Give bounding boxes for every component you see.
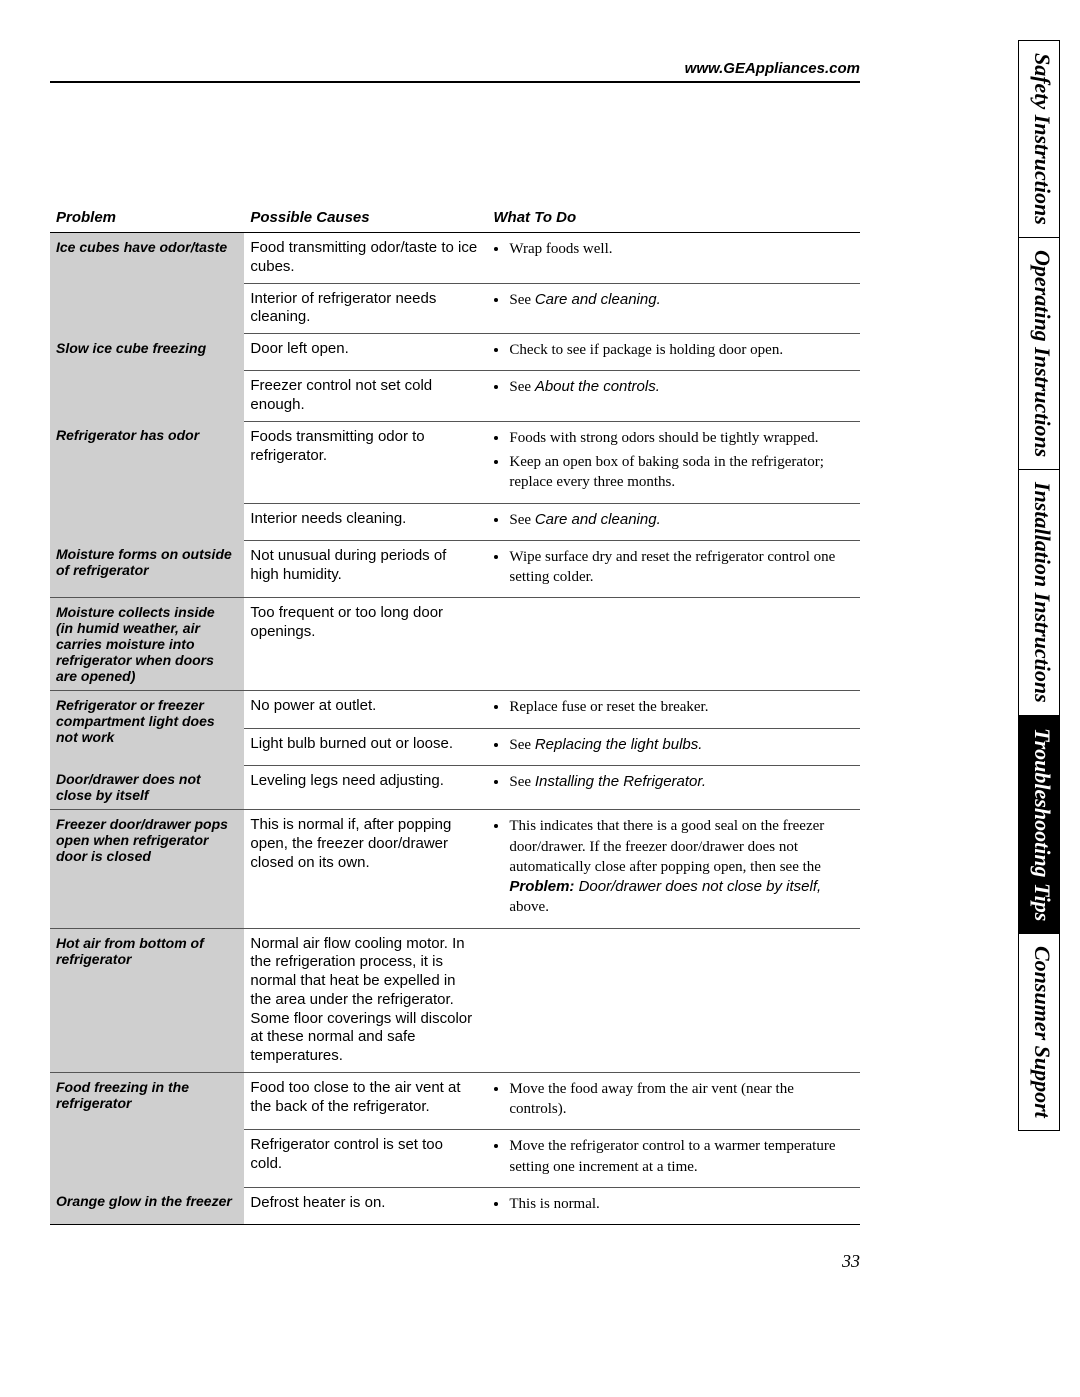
cause-cell: No power at outlet. xyxy=(244,691,487,728)
problem-cell: Refrigerator has odor xyxy=(50,421,244,540)
todo-cell: See Installing the Refrigerator. xyxy=(487,765,860,810)
url: www.GEAppliances.com xyxy=(50,60,860,77)
todo-item: This is normal. xyxy=(509,1194,850,1214)
header-problem: Problem xyxy=(50,203,244,233)
todo-item: See Replacing the light bulbs. xyxy=(509,735,850,755)
todo-item: See Care and cleaning. xyxy=(509,510,850,530)
todo-item: See About the controls. xyxy=(509,377,850,397)
todo-item: This indicates that there is a good seal… xyxy=(509,816,850,917)
cause-cell: Interior needs cleaning. xyxy=(244,503,487,540)
side-tab[interactable]: Consumer Support xyxy=(1018,933,1060,1131)
cause-cell: Food transmitting odor/taste to ice cube… xyxy=(244,233,487,284)
problem-cell: Slow ice cube freezing xyxy=(50,334,244,422)
todo-item: Wipe surface dry and reset the refrigera… xyxy=(509,547,850,588)
table-row: Refrigerator or freezer compartment ligh… xyxy=(50,691,860,728)
header-todo: What To Do xyxy=(487,203,860,233)
page-number: 33 xyxy=(50,1251,860,1272)
cause-cell: Too frequent or too long door openings. xyxy=(244,598,487,691)
page: Safety InstructionsOperating Instruction… xyxy=(0,0,1080,1397)
todo-cell: See Care and cleaning. xyxy=(487,503,860,540)
cause-cell: Refrigerator control is set too cold. xyxy=(244,1130,487,1188)
problem-cell: Moisture forms on outside of refrigerato… xyxy=(50,540,244,598)
problem-cell: Door/drawer does not close by itself xyxy=(50,765,244,810)
todo-cell: Move the refrigerator control to a warme… xyxy=(487,1130,860,1188)
cause-cell: Food too close to the air vent at the ba… xyxy=(244,1072,487,1130)
table-row: Refrigerator has odorFoods transmitting … xyxy=(50,421,860,503)
problem-cell: Hot air from bottom of refrigerator xyxy=(50,928,244,1072)
todo-cell xyxy=(487,928,860,1072)
todo-item: Replace fuse or reset the breaker. xyxy=(509,697,850,717)
side-tab[interactable]: Operating Instructions xyxy=(1018,237,1060,469)
cause-cell: This is normal if, after popping open, t… xyxy=(244,810,487,928)
cause-cell: Freezer control not set cold enough. xyxy=(244,371,487,422)
troubleshooting-table: Problem Possible Causes What To Do Ice c… xyxy=(50,203,860,1225)
todo-item: See Care and cleaning. xyxy=(509,290,850,310)
todo-cell: This is normal. xyxy=(487,1187,860,1224)
todo-cell: Foods with strong odors should be tightl… xyxy=(487,421,860,503)
table-row: Food freezing in the refrigeratorFood to… xyxy=(50,1072,860,1130)
todo-cell: Check to see if package is holding door … xyxy=(487,334,860,371)
todo-cell: Wrap foods well. xyxy=(487,233,860,284)
todo-cell: See Replacing the light bulbs. xyxy=(487,728,860,765)
table-row: Moisture collects inside (in humid weath… xyxy=(50,598,860,691)
side-tabs: Safety InstructionsOperating Instruction… xyxy=(1018,40,1060,1131)
table-row: Orange glow in the freezerDefrost heater… xyxy=(50,1187,860,1224)
problem-cell: Orange glow in the freezer xyxy=(50,1187,244,1224)
table-row: Freezer door/drawer pops open when refri… xyxy=(50,810,860,928)
table-header-row: Problem Possible Causes What To Do xyxy=(50,203,860,233)
todo-cell: Wipe surface dry and reset the refrigera… xyxy=(487,540,860,598)
todo-item: Wrap foods well. xyxy=(509,239,850,259)
cause-cell: Leveling legs need adjusting. xyxy=(244,765,487,810)
table-row: Slow ice cube freezingDoor left open.Che… xyxy=(50,334,860,371)
table-row: Hot air from bottom of refrigeratorNorma… xyxy=(50,928,860,1072)
problem-cell: Ice cubes have odor/taste xyxy=(50,233,244,334)
todo-cell: Replace fuse or reset the breaker. xyxy=(487,691,860,728)
todo-cell: Move the food away from the air vent (ne… xyxy=(487,1072,860,1130)
top-rule xyxy=(50,81,860,83)
header-cause: Possible Causes xyxy=(244,203,487,233)
table-row: Moisture forms on outside of refrigerato… xyxy=(50,540,860,598)
cause-cell: Defrost heater is on. xyxy=(244,1187,487,1224)
todo-item: Move the food away from the air vent (ne… xyxy=(509,1079,850,1120)
todo-item: See Installing the Refrigerator. xyxy=(509,772,850,792)
problem-cell: Refrigerator or freezer compartment ligh… xyxy=(50,691,244,766)
todo-item: Move the refrigerator control to a warme… xyxy=(509,1136,850,1177)
problem-cell: Food freezing in the refrigerator xyxy=(50,1072,244,1187)
table-row: Ice cubes have odor/tasteFood transmitti… xyxy=(50,233,860,284)
cause-cell: Door left open. xyxy=(244,334,487,371)
content-area: www.GEAppliances.com Problem Possible Ca… xyxy=(50,60,860,1272)
problem-cell: Freezer door/drawer pops open when refri… xyxy=(50,810,244,928)
cause-cell: Light bulb burned out or loose. xyxy=(244,728,487,765)
cause-cell: Interior of refrigerator needs cleaning. xyxy=(244,283,487,334)
problem-cell: Moisture collects inside (in humid weath… xyxy=(50,598,244,691)
todo-cell: This indicates that there is a good seal… xyxy=(487,810,860,928)
side-tab[interactable]: Safety Instructions xyxy=(1018,40,1060,237)
todo-cell xyxy=(487,598,860,691)
todo-cell: See About the controls. xyxy=(487,371,860,422)
todo-item: Check to see if package is holding door … xyxy=(509,340,850,360)
side-tab[interactable]: Troubleshooting Tips xyxy=(1018,715,1060,933)
todo-item: Foods with strong odors should be tightl… xyxy=(509,428,850,448)
cause-cell: Normal air flow cooling motor. In the re… xyxy=(244,928,487,1072)
side-tab[interactable]: Installation Instructions xyxy=(1018,469,1060,715)
todo-item: Keep an open box of baking soda in the r… xyxy=(509,452,850,493)
cause-cell: Foods transmitting odor to refrigerator. xyxy=(244,421,487,503)
table-row: Door/drawer does not close by itselfLeve… xyxy=(50,765,860,810)
cause-cell: Not unusual during periods of high humid… xyxy=(244,540,487,598)
todo-cell: See Care and cleaning. xyxy=(487,283,860,334)
